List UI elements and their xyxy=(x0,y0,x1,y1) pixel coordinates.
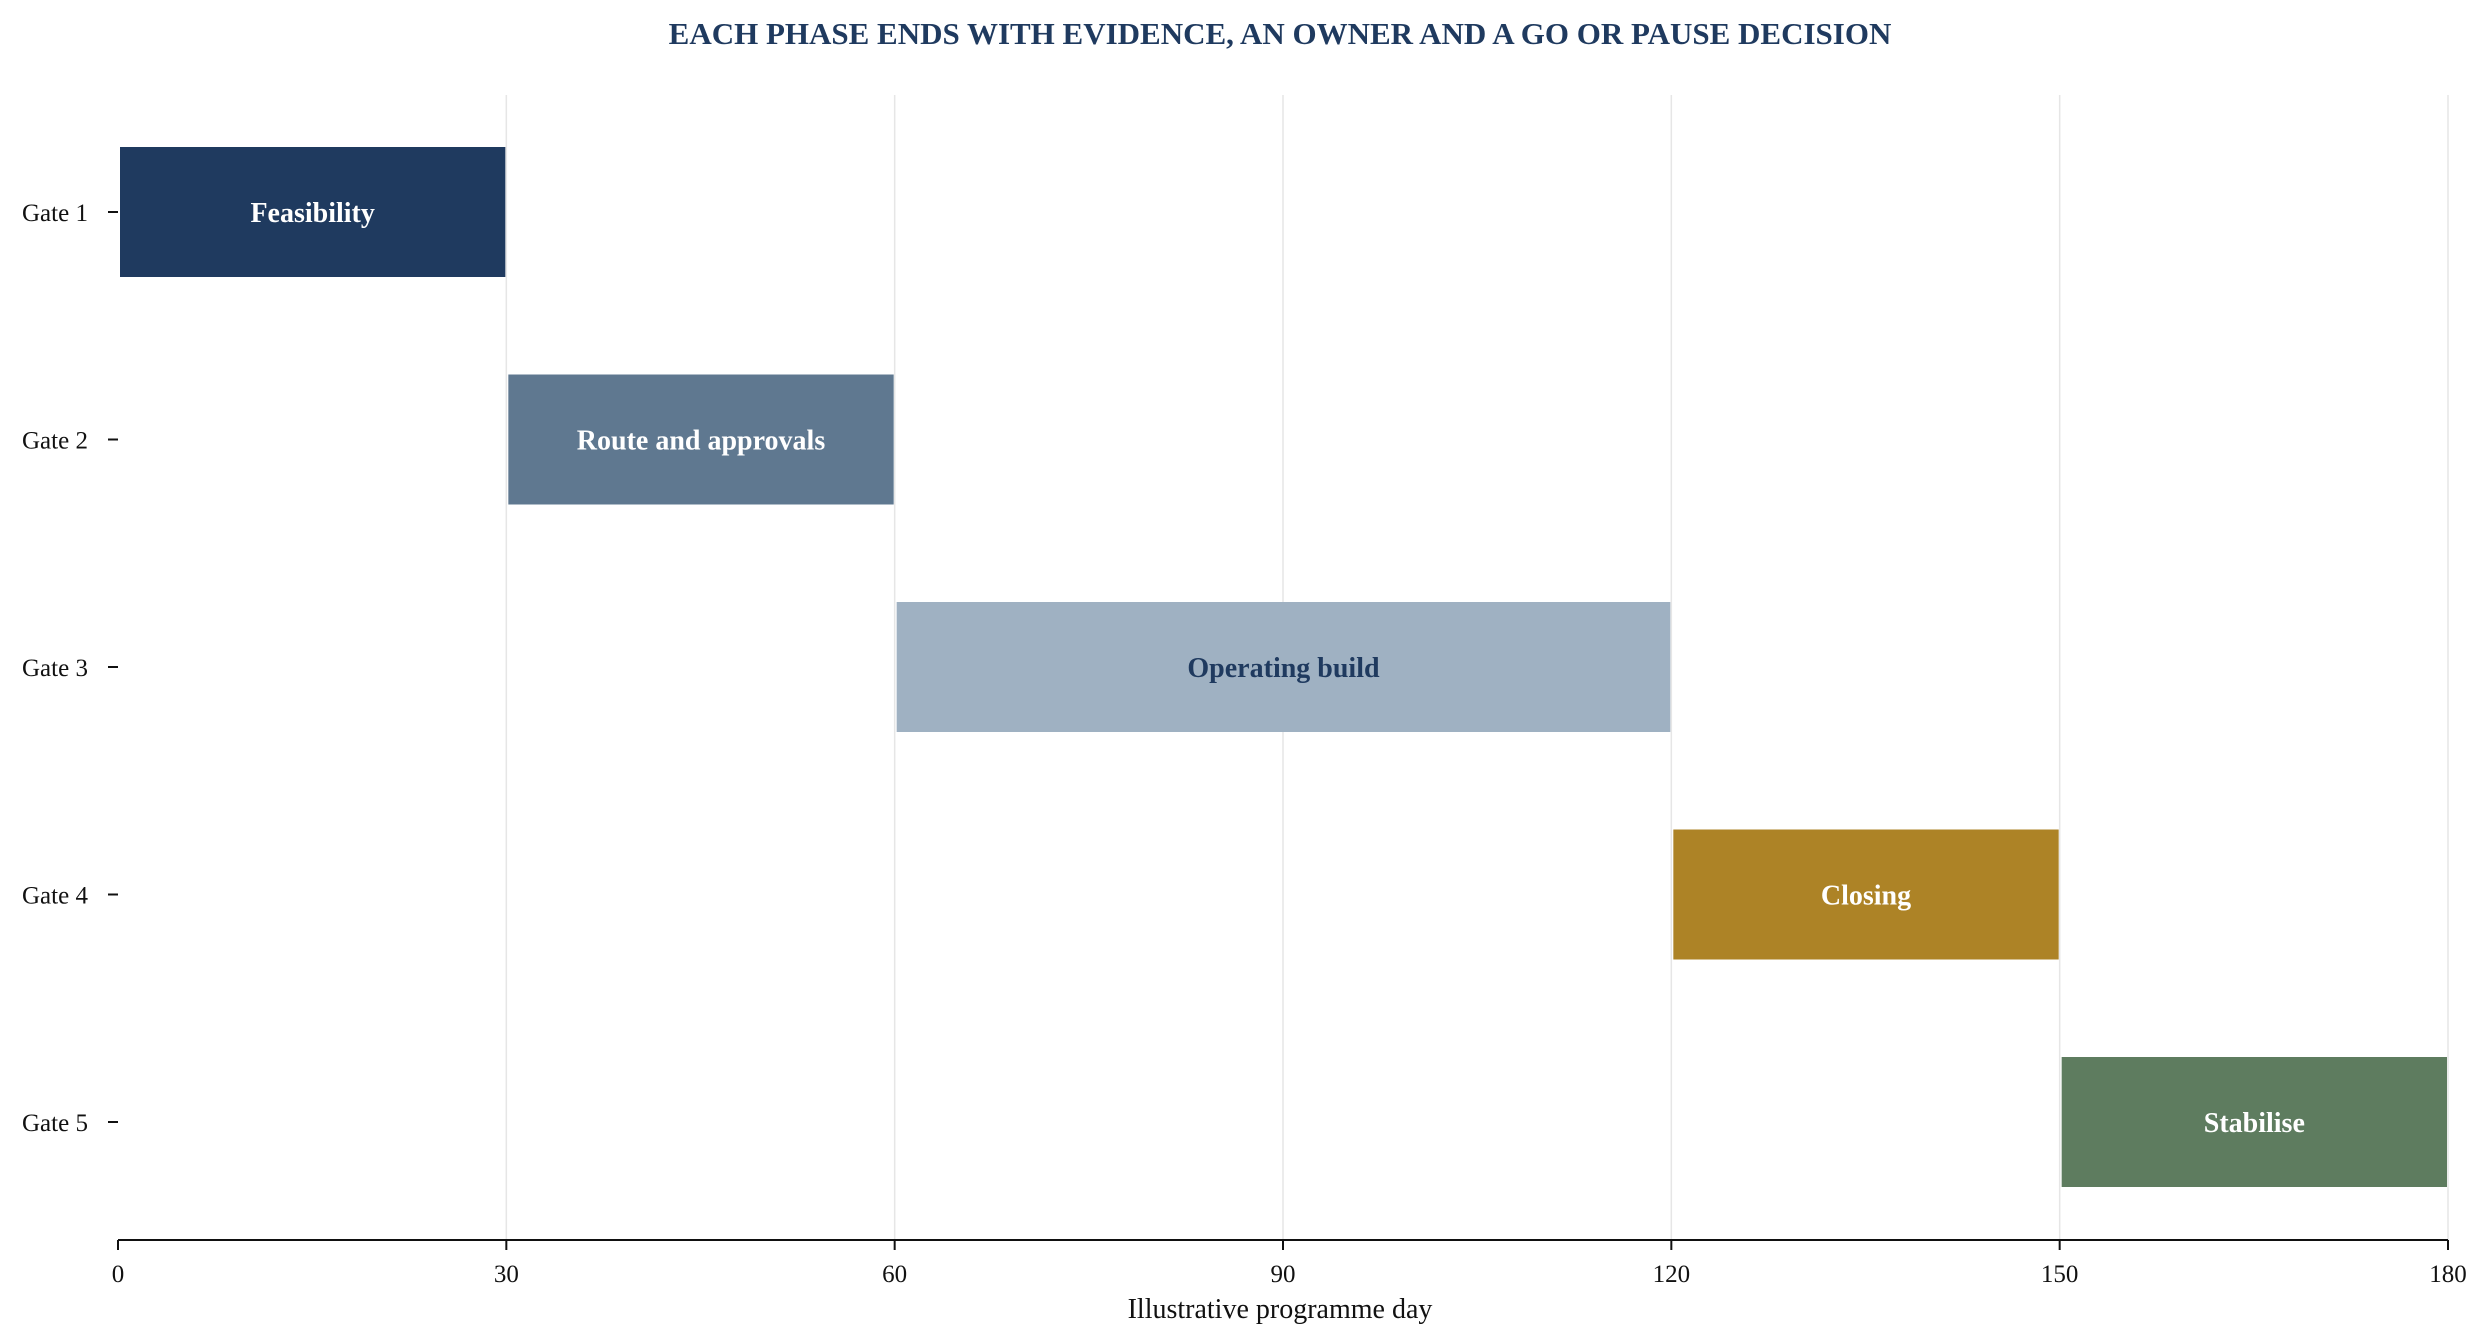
chart-title: EACH PHASE ENDS WITH EVIDENCE, AN OWNER … xyxy=(669,16,1892,51)
x-tick-label: 120 xyxy=(1653,1261,1691,1288)
x-tick-label: 180 xyxy=(2429,1261,2467,1288)
y-tick-label: Gate 4 xyxy=(22,883,88,910)
y-tick-label: Gate 5 xyxy=(22,1110,88,1137)
x-tick-label: 90 xyxy=(1271,1261,1296,1288)
y-tick-label: Gate 3 xyxy=(22,655,88,682)
y-tick-label: Gate 1 xyxy=(22,200,88,227)
x-tick-label: 0 xyxy=(112,1261,125,1288)
x-tick-label: 150 xyxy=(2041,1261,2079,1288)
bar-label: Closing xyxy=(1821,881,1911,912)
bar-label: Operating build xyxy=(1187,653,1380,684)
bar-label: Feasibility xyxy=(250,198,374,229)
bar-label: Stabilise xyxy=(2204,1108,2305,1139)
bar-label: Route and approvals xyxy=(577,426,826,457)
y-tick-label: Gate 2 xyxy=(22,428,88,455)
x-axis-label: Illustrative programme day xyxy=(1128,1294,1433,1325)
x-tick-label: 60 xyxy=(882,1261,907,1288)
x-tick-label: 30 xyxy=(494,1261,519,1288)
